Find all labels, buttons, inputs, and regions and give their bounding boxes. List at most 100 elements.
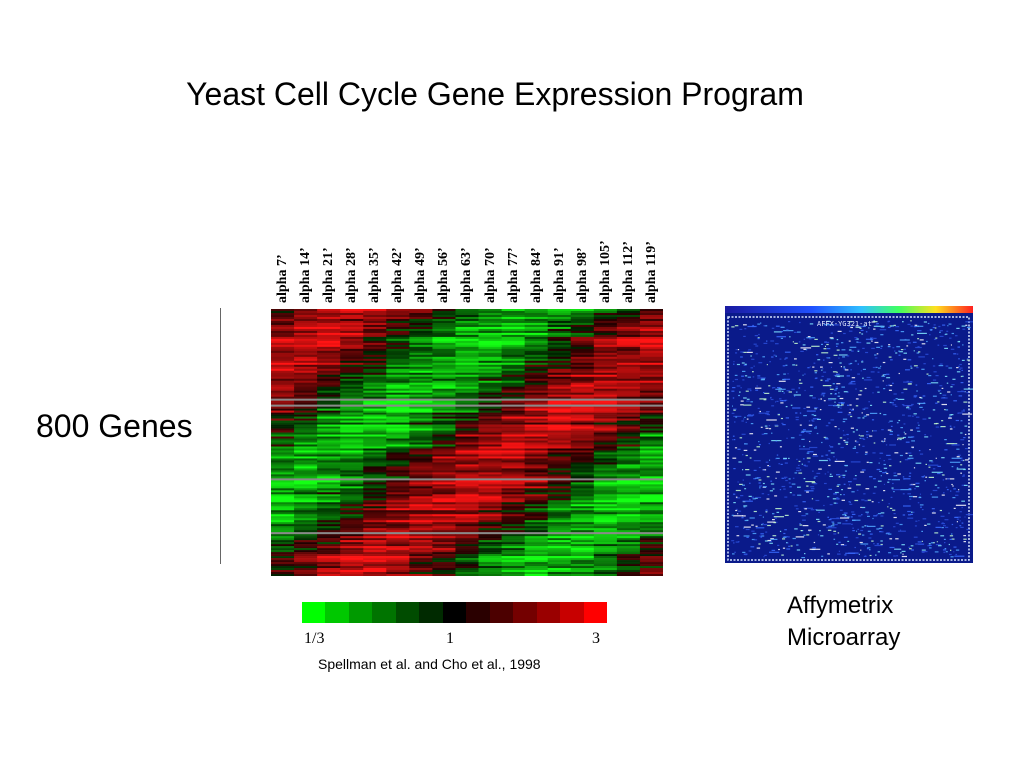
heatmap-cell	[547, 536, 572, 539]
heatmap-cell	[340, 514, 364, 517]
heatmap-cell	[616, 338, 641, 342]
heatmap-cell	[409, 330, 433, 334]
heatmap-cell	[478, 368, 502, 372]
heatmap-cell	[294, 352, 318, 356]
heatmap-cell	[363, 402, 387, 405]
heatmap-cell	[547, 426, 572, 429]
heatmap-cell	[570, 356, 595, 360]
heatmap-cell	[271, 468, 295, 471]
heatmap-cell	[593, 420, 618, 423]
heatmap-cell	[524, 500, 549, 503]
heatmap-cell	[340, 500, 364, 503]
heatmap-cell	[524, 348, 549, 352]
heatmap-cell	[271, 412, 295, 415]
heatmap-cell	[363, 574, 387, 576]
heatmap-cell	[363, 472, 387, 475]
heatmap-cell	[639, 388, 663, 391]
heatmap-cell	[363, 326, 387, 330]
heatmap-cell	[317, 420, 341, 423]
microarray-label: AFFX-YG321-at	[817, 320, 872, 328]
heatmap-cell	[547, 358, 572, 362]
heatmap-cell	[317, 328, 341, 332]
heatmap-cell	[616, 520, 641, 523]
heatmap-cell	[593, 390, 618, 393]
heatmap-cell	[455, 358, 479, 362]
heatmap-cell	[409, 364, 433, 368]
heatmap-cell	[432, 554, 456, 557]
heatmap-cell	[340, 420, 364, 423]
heatmap-cell	[386, 346, 410, 350]
heatmap-cell	[639, 512, 663, 515]
heatmap-cell	[409, 392, 433, 395]
heatmap-cell	[455, 566, 479, 569]
heatmap-cell	[616, 550, 641, 553]
heatmap-cell	[294, 504, 318, 507]
heatmap-cell	[271, 340, 295, 344]
heatmap-cell	[409, 326, 433, 330]
colorbar-swatch	[302, 602, 326, 623]
heatmap-cell	[501, 342, 526, 346]
heatmap-cell	[616, 378, 641, 382]
heatmap-cell	[432, 508, 456, 511]
microarray-background	[725, 306, 973, 563]
heatmap-cell	[478, 454, 502, 457]
heatmap-cell	[432, 548, 456, 551]
heatmap-cell	[501, 570, 526, 573]
heatmap-cell	[409, 368, 433, 372]
heatmap-cell	[317, 542, 341, 545]
heatmap-cell	[593, 558, 618, 561]
heatmap-cell	[294, 560, 318, 563]
heatmap-cell	[501, 434, 526, 437]
heatmap-cell	[386, 430, 410, 433]
heatmap-cell	[639, 574, 663, 576]
heatmap-cell	[501, 424, 526, 427]
heatmap-cell	[616, 358, 641, 362]
heatmap-cell	[570, 476, 595, 479]
heatmap-cell	[547, 448, 572, 451]
heatmap-cell	[271, 398, 295, 401]
heatmap-cell	[432, 568, 456, 571]
heatmap-cell	[639, 462, 663, 465]
heatmap-cell	[363, 550, 387, 553]
heatmap-cell	[386, 530, 410, 533]
heatmap-cell	[593, 532, 618, 535]
heatmap-cell	[432, 318, 456, 322]
heatmap-cell	[432, 466, 456, 469]
heatmap-cell	[478, 330, 502, 334]
heatmap-cell	[317, 376, 341, 380]
heatmap-cell	[593, 548, 618, 551]
heatmap-cell	[409, 524, 433, 527]
heatmap-cell	[317, 538, 341, 541]
heatmap-cell	[317, 480, 341, 483]
heatmap-cell	[432, 494, 456, 497]
heatmap-cell	[478, 382, 502, 386]
heatmap-cell	[271, 458, 295, 461]
heatmap-cell	[524, 440, 549, 443]
heatmap-cell	[386, 310, 410, 314]
heatmap-cell	[363, 554, 387, 557]
heatmap-cell	[294, 362, 318, 366]
heatmap-cell	[593, 432, 618, 435]
heatmap-cell	[547, 504, 572, 507]
heatmap-cell	[547, 354, 572, 358]
heatmap-cell	[432, 416, 456, 419]
heatmap-cell	[501, 314, 526, 318]
heatmap-cell	[455, 532, 479, 535]
heatmap-cell	[271, 508, 295, 511]
heatmap-cell	[363, 538, 387, 541]
heatmap-cell	[340, 516, 364, 519]
heatmap-cell	[363, 522, 387, 525]
heatmap-cell	[593, 418, 618, 421]
heatmap-cell	[639, 484, 663, 487]
heatmap-cell	[340, 546, 364, 549]
heatmap-cell	[386, 508, 410, 511]
heatmap-cell	[547, 506, 572, 509]
heatmap-cell	[340, 314, 364, 318]
heatmap-cell	[363, 492, 387, 495]
heatmap-cell	[639, 364, 663, 368]
heatmap-cell	[593, 560, 618, 563]
heatmap-cell	[547, 314, 572, 318]
heatmap-cell	[639, 376, 663, 380]
heatmap-cell	[340, 320, 364, 324]
heatmap-cell	[409, 348, 433, 352]
